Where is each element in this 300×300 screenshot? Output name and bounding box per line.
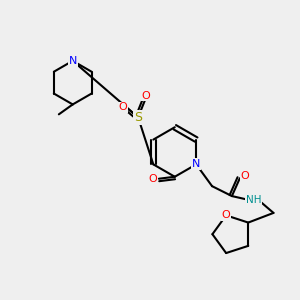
Text: N: N (68, 56, 77, 66)
Text: N: N (192, 159, 200, 170)
Text: NH: NH (246, 195, 261, 205)
Text: S: S (134, 111, 142, 124)
Text: O: O (142, 91, 150, 100)
Text: O: O (240, 171, 249, 181)
Text: O: O (222, 210, 230, 220)
Text: O: O (118, 102, 127, 112)
Text: O: O (148, 174, 157, 184)
